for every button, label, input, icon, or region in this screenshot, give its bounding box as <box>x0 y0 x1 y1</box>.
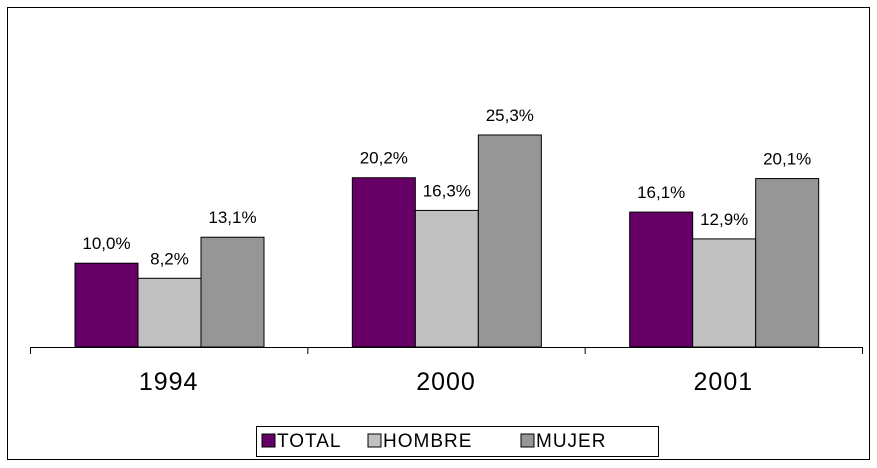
bar <box>414 209 479 348</box>
bar <box>74 262 139 348</box>
bar <box>755 178 820 348</box>
legend-swatch <box>367 433 382 448</box>
legend-label: HOMBRE <box>383 431 472 452</box>
bar <box>629 211 694 348</box>
x-tick-label: 2001 <box>694 368 754 396</box>
data-label: 8,2% <box>150 249 189 268</box>
bar <box>200 236 265 348</box>
data-label: 16,3% <box>423 181 471 200</box>
bar <box>692 238 757 348</box>
data-label: 20,2% <box>360 149 408 168</box>
data-label: 10,0% <box>82 234 130 253</box>
bar <box>351 177 416 348</box>
x-tick-label: 1994 <box>139 368 199 396</box>
legend-label: TOTAL <box>277 431 341 452</box>
data-label: 20,1% <box>763 150 811 169</box>
data-label: 25,3% <box>486 106 534 125</box>
legend-box <box>256 426 659 457</box>
legend-swatch <box>520 433 535 448</box>
bar <box>477 134 542 348</box>
data-label: 16,1% <box>637 183 685 202</box>
legend-swatch <box>261 433 276 448</box>
x-tick-label: 2000 <box>416 368 476 396</box>
bar <box>137 277 202 348</box>
legend-label: MUJER <box>536 431 606 452</box>
data-label: 13,1% <box>208 208 256 227</box>
data-label: 12,9% <box>700 210 748 229</box>
